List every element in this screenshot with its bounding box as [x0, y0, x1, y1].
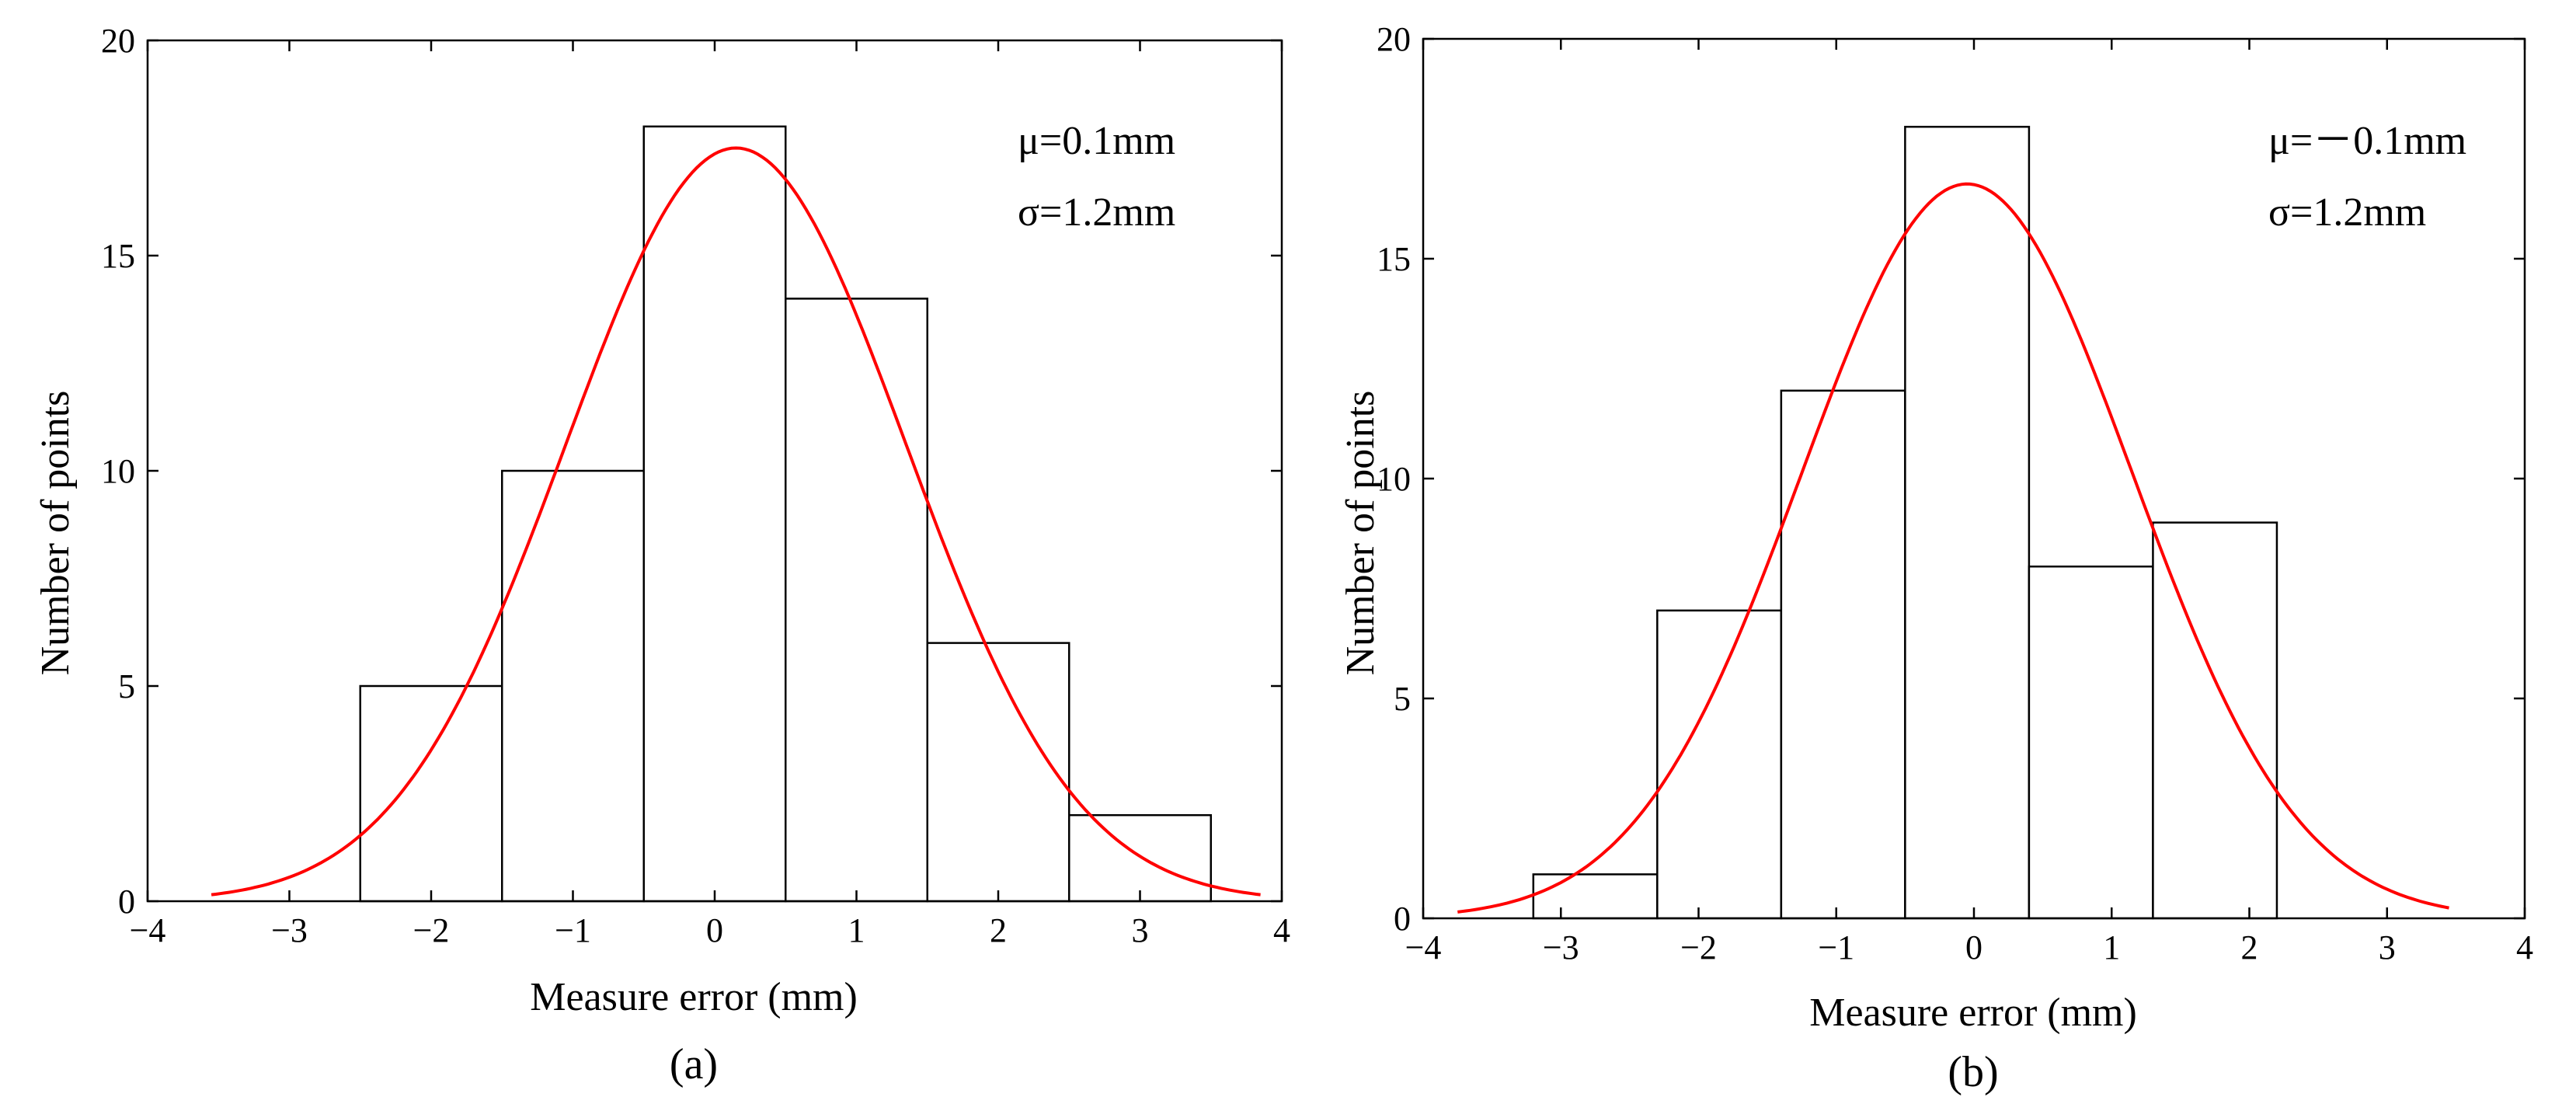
x-axis-title-b: Measure error (mm) — [1809, 991, 2137, 1035]
x-axis-title-a: Measure error (mm) — [530, 975, 858, 1019]
x-tick-label-a: −4 — [130, 911, 166, 949]
y-tick-label-b: 10 — [1377, 460, 1411, 498]
x-tick-label-a: 2 — [990, 911, 1007, 949]
x-tick-label-b: 2 — [2241, 928, 2258, 966]
histogram-bar-b — [1656, 609, 1783, 920]
x-tick-label-a: 4 — [1273, 911, 1290, 949]
histogram-bar-b — [1532, 873, 1659, 920]
x-tick-label-b: 4 — [2516, 928, 2533, 966]
y-tick-label-a: 5 — [118, 667, 135, 705]
histogram-bar-b — [1904, 125, 2031, 920]
histogram-bar-a — [926, 642, 1070, 903]
axis-ticks-a: −4 −3 −2 −1 0 1 2 3 4 0 5 10 15 20 — [101, 22, 1290, 949]
y-axis-title-b: Number of points — [1338, 391, 1383, 676]
x-tick-label-b: −1 — [1818, 928, 1854, 966]
y-tick-label-b: 15 — [1377, 240, 1411, 278]
x-tick-label-a: 3 — [1132, 911, 1149, 949]
panel-a: −4 −3 −2 −1 0 1 2 3 4 0 5 10 15 20 μ=0.1mm σ=1.2mm Me… — [33, 22, 1290, 1088]
x-tick-label-a: −3 — [271, 911, 308, 949]
y-tick-label-b: 20 — [1377, 20, 1411, 58]
panel-label-a: (a) — [670, 1040, 718, 1088]
y-tick-label-a: 0 — [118, 883, 135, 921]
panel-label-b: (b) — [1948, 1048, 1998, 1096]
x-tick-label-a: −2 — [413, 911, 450, 949]
mu-annotation-b: μ=－0.1mm — [2268, 119, 2466, 163]
normal-fit-curve-a — [211, 146, 1261, 897]
axis-ticks-b: −4 −3 −2 −1 0 1 2 3 4 0 5 10 15 20 — [1377, 20, 2533, 966]
y-axis-title-a: Number of points — [33, 391, 78, 676]
histogram-bar-b — [1780, 389, 1906, 920]
histogram-bar-a — [1068, 813, 1212, 903]
x-tick-label-a: 0 — [706, 911, 723, 949]
y-tick-label-b: 5 — [1394, 680, 1411, 718]
x-tick-label-b: 0 — [1965, 928, 1982, 966]
x-tick-label-b: 1 — [2103, 928, 2120, 966]
histogram-bar-a — [501, 469, 645, 903]
histogram-bar-b — [2152, 521, 2278, 920]
y-tick-label-a: 20 — [101, 22, 135, 60]
histogram-bars-a — [359, 125, 1212, 903]
sigma-annotation-b: σ=1.2mm — [2268, 190, 2426, 235]
y-tick-label-a: 10 — [101, 452, 135, 490]
y-tick-label-b: 0 — [1394, 900, 1411, 938]
x-tick-label-b: 3 — [2379, 928, 2396, 966]
sigma-annotation-a: σ=1.2mm — [1018, 190, 1175, 235]
histogram-bar-a — [785, 298, 928, 903]
y-tick-label-a: 15 — [101, 237, 135, 275]
x-tick-label-b: −2 — [1680, 928, 1717, 966]
x-tick-label-a: 1 — [848, 911, 865, 949]
histogram-bars-b — [1532, 125, 2278, 920]
histogram-bar-b — [2028, 565, 2154, 920]
panel-b: −4 −3 −2 −1 0 1 2 3 4 0 5 10 15 20 μ=－0.1mm σ=1.2mm M… — [1338, 20, 2533, 1096]
x-tick-label-b: −4 — [1405, 928, 1442, 966]
normal-fit-curve-b — [1457, 182, 2449, 914]
histogram-bar-a — [359, 684, 503, 903]
x-tick-label-b: −3 — [1543, 928, 1579, 966]
x-tick-label-a: −1 — [555, 911, 591, 949]
mu-annotation-a: μ=0.1mm — [1018, 119, 1175, 163]
histogram-bar-a — [642, 125, 787, 903]
